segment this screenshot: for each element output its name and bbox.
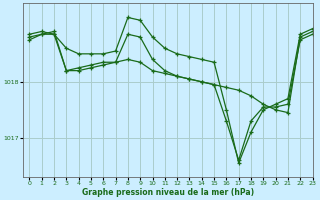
X-axis label: Graphe pression niveau de la mer (hPa): Graphe pression niveau de la mer (hPa) (82, 188, 254, 197)
